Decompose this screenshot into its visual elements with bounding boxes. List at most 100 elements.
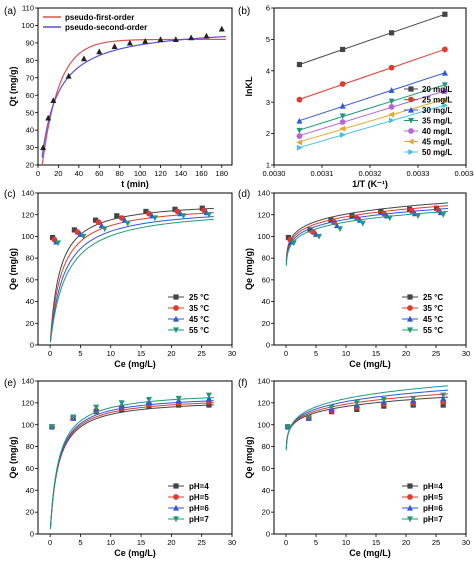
data-point xyxy=(126,39,133,46)
data-point xyxy=(118,215,125,221)
legend-marker xyxy=(407,504,413,511)
x-tick-label: 25 xyxy=(198,349,206,358)
data-point xyxy=(380,210,387,217)
data-point xyxy=(114,213,120,219)
data-point xyxy=(40,144,47,151)
data-point xyxy=(339,125,346,132)
data-point xyxy=(80,55,87,62)
legend-marker xyxy=(407,294,413,300)
data-point xyxy=(296,117,303,124)
data-point xyxy=(218,25,225,32)
y-tick-label: 4 xyxy=(266,66,270,75)
data-point xyxy=(441,82,448,89)
data-point xyxy=(340,131,346,138)
legend-label: pH=7 xyxy=(423,515,443,524)
data-point xyxy=(71,227,77,233)
data-point xyxy=(101,226,108,233)
x-tick-label: 0 xyxy=(36,169,40,178)
data-point xyxy=(386,215,393,222)
x-axis-label: Ce (mg/L) xyxy=(114,548,156,558)
legend-label: pH=6 xyxy=(423,504,443,513)
y-tick-label: 70 xyxy=(26,73,34,82)
x-tick-label: 5 xyxy=(314,538,318,547)
legend-marker xyxy=(173,315,179,322)
y-tick-label: 20 xyxy=(262,319,270,328)
plot-frame xyxy=(37,7,233,166)
y-tick-label: 2 xyxy=(266,129,270,138)
legend-label: 50 mg/L xyxy=(422,148,452,157)
x-tick-label: 20 xyxy=(167,349,175,358)
legend-marker xyxy=(408,128,414,134)
x-tick-label: 5 xyxy=(78,349,82,358)
panel-letter: (a) xyxy=(4,6,16,17)
legend-marker xyxy=(408,117,414,124)
data-point xyxy=(124,220,131,227)
x-tick-label: 30 xyxy=(228,349,236,358)
legend-label: pH=4 xyxy=(189,482,209,491)
y-tick-label: 60 xyxy=(262,464,270,473)
y-tick-label: 80 xyxy=(262,254,270,263)
legend-marker xyxy=(173,504,179,511)
panel-letter: (f) xyxy=(238,378,247,389)
y-tick-label: 40 xyxy=(26,297,34,306)
legend-label: 40 mg/L xyxy=(422,127,452,136)
x-tick-label: 15 xyxy=(137,349,145,358)
x-axis-label: t (min) xyxy=(121,179,149,189)
x-tick-label: 0 xyxy=(284,538,288,547)
data-point xyxy=(205,392,212,399)
data-point xyxy=(206,402,212,408)
y-tick-label: 90 xyxy=(26,38,34,47)
legend-label: pH=7 xyxy=(189,515,209,524)
x-axis-label: Ce (mg/L) xyxy=(114,359,156,369)
data-point xyxy=(296,96,303,103)
data-point xyxy=(339,81,346,87)
data-point xyxy=(65,72,72,79)
data-point xyxy=(175,395,182,402)
data-point xyxy=(50,97,57,104)
fit-line xyxy=(49,397,214,529)
legend-marker xyxy=(408,86,414,92)
data-point xyxy=(388,87,395,93)
y-tick-label: 60 xyxy=(26,275,34,284)
x-axis-label: 1/T (K⁻¹) xyxy=(352,179,388,189)
x-tick-label: 0.0031 xyxy=(311,169,334,178)
x-tick-label: 15 xyxy=(372,538,380,547)
legend-label: 35 °C xyxy=(189,304,209,313)
y-tick-label: 100 xyxy=(21,232,34,241)
y-tick-label: 6 xyxy=(266,4,270,13)
legend-label: 55 °C xyxy=(189,326,209,335)
data-point xyxy=(290,240,297,247)
y-axis-label: Qe (mg/g) xyxy=(244,436,254,478)
data-point xyxy=(442,102,449,109)
fit-line xyxy=(41,38,226,165)
x-tick-label: 10 xyxy=(342,538,350,547)
legend-label: pH=6 xyxy=(189,504,209,513)
data-point xyxy=(143,208,149,215)
data-point xyxy=(337,226,343,233)
panel-5: (e) 0 5 10 15 20 25 30 0 20 40 60 80 100 120 140 Ce (mg/… xyxy=(4,377,236,558)
y-tick-label: 40 xyxy=(26,486,34,495)
x-tick-label: 180 xyxy=(216,169,229,178)
y-tick-label: 120 xyxy=(257,398,270,407)
y-tick-label: 40 xyxy=(262,486,270,495)
data-point xyxy=(45,114,52,121)
y-tick-label: 30 xyxy=(26,143,34,152)
y-tick-label: 120 xyxy=(21,398,34,407)
y-tick-label: 0 xyxy=(30,530,34,539)
legend-marker xyxy=(407,327,413,334)
fit-line xyxy=(285,393,449,448)
x-tick-label: 160 xyxy=(195,169,208,178)
data-point xyxy=(296,144,303,151)
panel-4: (d) 0 5 10 15 20 25 30 0 20 40 60 80 100 120 140 Ce (mg/… xyxy=(238,189,470,369)
fit-line xyxy=(41,35,226,158)
legend-label: 20 mg/L xyxy=(422,85,452,94)
data-point xyxy=(442,11,448,17)
y-axis-label: Qe (mg/g) xyxy=(244,248,254,290)
fit-line xyxy=(285,210,449,266)
data-point xyxy=(111,43,118,49)
data-point xyxy=(296,139,303,146)
x-tick-label: 25 xyxy=(198,538,206,547)
data-point xyxy=(48,424,55,431)
data-point xyxy=(389,30,395,36)
